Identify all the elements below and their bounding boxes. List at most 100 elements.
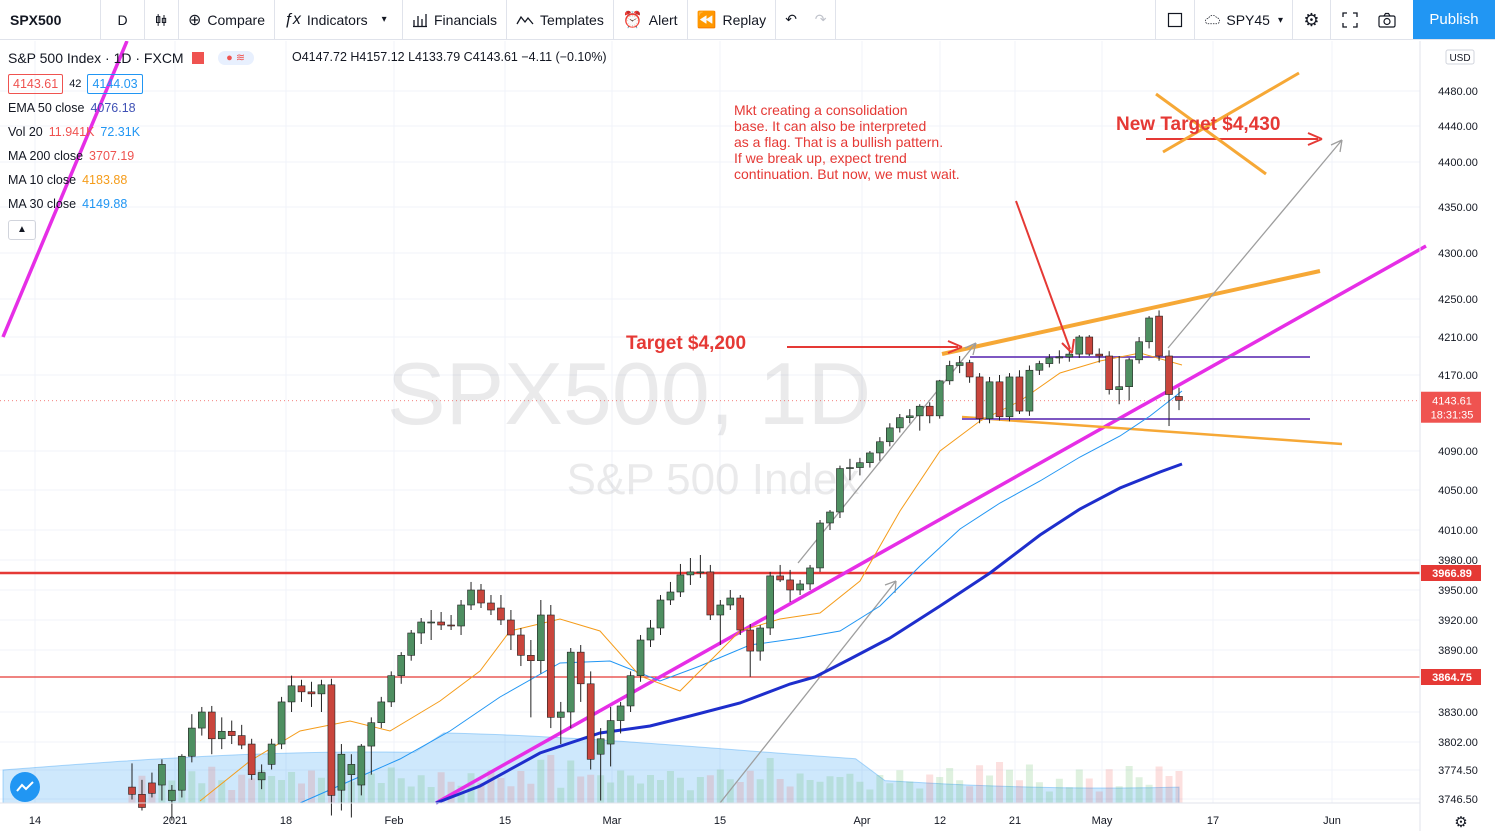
watermark: SPX500, 1D S&P 500 Index <box>387 344 871 504</box>
publish-button[interactable]: Publish <box>1413 0 1495 39</box>
instrument-title[interactable]: S&P 500 Index · 1D · FXCM <box>8 50 184 66</box>
volume-bar <box>876 775 884 803</box>
time-axis-label: 2021 <box>163 815 187 827</box>
indicator-row[interactable]: MA 10 close 4183.88 <box>8 168 254 192</box>
layout-name-button[interactable]: SPY45 ▾ <box>1195 0 1293 40</box>
candle-body <box>925 405 934 417</box>
volume-bar <box>278 780 286 803</box>
volume-bar <box>696 777 704 803</box>
fullscreen-icon[interactable] <box>1331 0 1369 40</box>
candle-body <box>128 786 136 795</box>
volume-bar <box>1115 786 1123 803</box>
settings-gear-icon[interactable]: ⚙ <box>1293 0 1331 40</box>
volume-bar <box>427 787 435 803</box>
bid-price[interactable]: 4143.61 <box>8 74 64 94</box>
candle-body <box>586 683 595 760</box>
chevron-down-icon: ▾ <box>381 14 387 25</box>
price-axis-label: 4170.00 <box>1438 370 1478 382</box>
spread-value: 42 <box>69 78 82 90</box>
axis-settings-gear-icon: ⚙ <box>1454 814 1467 831</box>
annotation-drawings <box>787 71 1323 354</box>
volume-bar <box>188 771 196 803</box>
ask-price[interactable]: 4144.03 <box>87 74 143 94</box>
volume-bar <box>716 769 724 803</box>
volume-bar <box>617 770 625 803</box>
layout-square-icon[interactable] <box>1155 0 1195 40</box>
candle-body <box>656 599 665 629</box>
time-axis-label: 15 <box>714 815 726 827</box>
function-icon: ƒx <box>284 10 301 28</box>
price-axis-label: 3950.00 <box>1438 585 1478 597</box>
indicator-row[interactable]: Vol 20 11.941K 72.31K <box>8 120 254 144</box>
candle-style-icon[interactable] <box>145 0 179 40</box>
candle-body <box>796 583 804 591</box>
chart-legend: S&P 500 Index · 1D · FXCM ● ≋ 4143.61 42… <box>8 48 254 240</box>
undo-icon[interactable]: ↶ <box>785 11 797 27</box>
indicators-button[interactable]: ƒx Indicators ▾ <box>275 0 403 40</box>
volume-bar <box>756 779 764 803</box>
indicator-row[interactable]: MA 200 close 3707.19 <box>8 144 254 168</box>
candle-body <box>616 705 625 721</box>
candle-body <box>168 789 176 801</box>
candle-body <box>935 380 944 417</box>
interval-button[interactable]: D <box>101 0 145 40</box>
camera-icon[interactable] <box>1369 0 1405 40</box>
candle-body <box>596 738 605 755</box>
candle-body <box>1005 376 1014 418</box>
time-axis-label: Feb <box>385 815 404 827</box>
note-line-1: Mkt creating a consolidation <box>734 102 908 118</box>
candle-body <box>477 589 485 604</box>
volume-bar <box>647 775 655 803</box>
last-price-box <box>1421 391 1481 423</box>
volume-bar <box>786 786 794 803</box>
candle-body <box>965 362 974 378</box>
volume-bar <box>537 759 545 803</box>
symbol-search[interactable]: SPX500 <box>0 0 101 40</box>
candle-body <box>666 591 675 601</box>
ma-30-line <box>299 390 1183 804</box>
grey-arrowhead-3 <box>1330 139 1343 153</box>
volume-bar <box>826 776 834 803</box>
level-label: 3864.75 <box>1432 672 1472 684</box>
candle-body <box>417 621 425 634</box>
candle-body <box>806 567 814 585</box>
replay-button[interactable]: ⏪ Replay <box>688 0 777 40</box>
time-axis-label: May <box>1092 815 1113 827</box>
redo-icon[interactable]: ↷ <box>806 0 837 40</box>
price-chart[interactable]: SPX500, 1D S&P 500 Index Mkt creating a … <box>0 41 1495 831</box>
volume-bar <box>806 780 814 803</box>
indicator-row[interactable]: EMA 50 close 4076.18 <box>8 96 254 120</box>
candle-body <box>437 621 445 626</box>
indicator-name: MA 30 close <box>8 197 77 211</box>
volume-bar <box>816 781 824 803</box>
candle-body <box>277 701 286 745</box>
tradingview-logo[interactable] <box>10 772 40 802</box>
watermark-description: S&P 500 Index <box>567 455 860 504</box>
time-axis-label: Jun <box>1323 815 1341 827</box>
collapse-legend-button[interactable]: ▲ <box>8 220 36 240</box>
alert-button[interactable]: ⏰ Alert <box>614 0 688 40</box>
candle-body <box>1125 359 1133 387</box>
financials-button[interactable]: Financials <box>403 0 508 40</box>
candle-body <box>327 684 336 796</box>
candle-body <box>736 597 745 631</box>
compare-button[interactable]: ⊕ Compare <box>179 0 275 40</box>
candle-body <box>317 684 326 695</box>
volume-bar <box>846 773 854 803</box>
templates-button[interactable]: Templates <box>507 0 614 40</box>
candle-body <box>527 655 535 661</box>
volume-bar <box>1125 766 1133 803</box>
volume-bar <box>926 774 934 803</box>
target-4200-label: Target $4,200 <box>626 333 746 354</box>
volume-bar <box>487 770 495 803</box>
volume-bar <box>1025 764 1033 803</box>
visibility-toggle-icon[interactable]: ● ≋ <box>217 51 254 65</box>
volume-bar <box>966 786 974 803</box>
candle-body <box>207 711 216 740</box>
candle-body <box>357 745 366 786</box>
indicator-row[interactable]: MA 30 close 4149.88 <box>8 192 254 216</box>
candle-body <box>158 764 166 786</box>
rewind-icon: ⏪ <box>696 11 717 29</box>
trend-drawings <box>1 41 1427 805</box>
candle-body <box>776 575 784 581</box>
